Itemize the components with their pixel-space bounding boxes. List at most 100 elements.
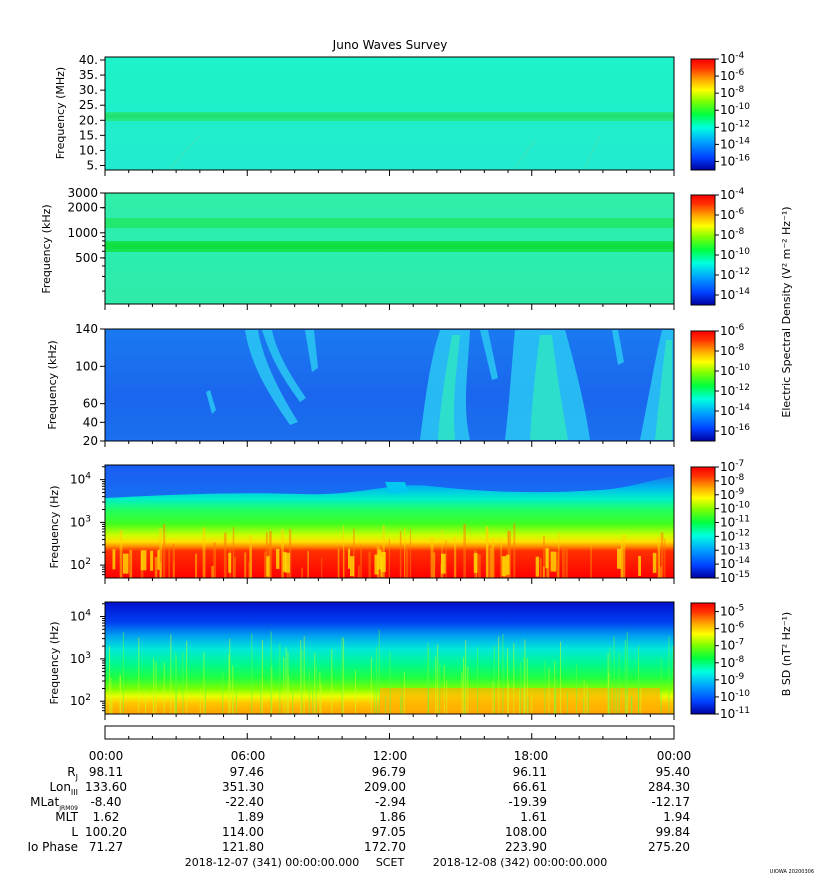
panel-5-spike — [586, 683, 588, 714]
ephemeris-value: 96.79 — [372, 765, 406, 779]
panel-4-ylabel: Frequency (Hz) — [48, 486, 61, 569]
panel-5-spike — [400, 696, 402, 714]
panel-4-ytick-label: 102 — [70, 557, 91, 572]
panel-4-spike — [388, 539, 390, 578]
panel-5-spike — [461, 671, 463, 714]
panel-5-spike — [341, 636, 343, 714]
panel-1-colorbar-label: 10-16 — [720, 153, 750, 168]
panel-4-spike — [540, 557, 542, 578]
ephemeris-value: 121.80 — [222, 840, 264, 854]
panel-4-dip — [550, 551, 557, 572]
panel-5-colorbar-ticks: 10-5 10-6 10-7 10-8 10-9 10-10 10-11 — [715, 604, 750, 721]
panel-4-spike — [493, 562, 495, 578]
panel-5-spike — [555, 678, 557, 714]
ephemeris-row-label: MLT — [55, 810, 78, 824]
panel-3-ytick-label: 140 — [75, 322, 98, 336]
panel-5-spike — [145, 689, 147, 714]
panel-5-spike — [566, 691, 568, 714]
panel-5-spike — [531, 694, 533, 714]
panel-4-colorbar-label: 10-15 — [720, 570, 750, 585]
panel-5-spike — [548, 667, 550, 714]
panel-1-ytick-label: 35. — [79, 68, 98, 82]
ephemeris-value: -22.40 — [225, 795, 264, 809]
panel-4-spike — [399, 530, 402, 578]
panel-5-colorbar-label: 10-11 — [720, 706, 750, 721]
time-tick-label: 00:00 — [657, 749, 692, 763]
panel-5-spike — [668, 636, 670, 714]
panel-5-spike — [527, 697, 529, 714]
panel-4-dip — [473, 552, 478, 573]
panel-3-ytick-label: 40 — [83, 415, 98, 429]
panel-5-spike — [119, 676, 121, 714]
panel-5-spike — [303, 636, 305, 714]
panel-4-y-axis: 102 103 104 — [70, 466, 675, 584]
time-tick-label: 12:00 — [373, 749, 408, 763]
panel-4-dip — [347, 548, 351, 569]
panel-5-spike — [560, 641, 562, 714]
panel-5-spike — [631, 695, 633, 714]
panel-1-ytick-label: 15. — [79, 128, 98, 142]
panel-1-ytick-label: 30. — [79, 83, 98, 97]
panel-4-colorbar — [690, 466, 716, 579]
panel-5-spike — [170, 634, 172, 714]
panel-4-dip — [140, 550, 147, 571]
panel-1-faint-burst — [514, 139, 536, 169]
panel-2-colorbar-label: 10-6 — [720, 207, 745, 222]
panel-4-spike — [657, 537, 661, 578]
panel-4-dip — [123, 553, 129, 574]
panel-1-ytick-label: 20. — [79, 113, 98, 127]
panel-5-spike — [427, 648, 429, 714]
panel-4-dip — [284, 552, 290, 573]
panel-4-spike — [486, 526, 489, 578]
panel-5-spike — [174, 698, 176, 714]
panel-5-spike — [618, 652, 620, 714]
panel-1-colorbar — [690, 58, 716, 171]
panel-5-spike — [403, 671, 405, 714]
panel-5-spike — [389, 651, 391, 714]
panel-4-spike — [441, 529, 443, 578]
panel-3-colorbar-ticks: 10-6 10-8 10-10 10-12 10-14 10-16 — [715, 323, 750, 438]
panel-5-spike — [464, 664, 466, 714]
ephemeris-value: 97.05 — [372, 825, 406, 839]
panel-4-dip — [441, 553, 446, 574]
panel-2-ylabel: Frequency (kHz) — [40, 204, 53, 293]
panel-5-spike — [526, 658, 528, 714]
panel-5-spike — [182, 651, 184, 714]
panel-4-spike — [307, 551, 309, 578]
panel-4-feature — [385, 482, 408, 494]
panel-5-spike — [507, 683, 509, 714]
panel-4-dip — [349, 556, 355, 577]
ephemeris-row-label: RJ — [67, 765, 78, 782]
panel-5-spike — [523, 657, 525, 714]
ephemeris-value: 284.30 — [648, 780, 690, 794]
panel-5-spike — [477, 646, 479, 714]
panel-4-spike — [281, 529, 284, 578]
panel-4-spike — [172, 543, 175, 578]
panel-3-core — [530, 335, 568, 440]
panel-5-spike — [583, 679, 585, 714]
panel-5-spike — [319, 672, 321, 714]
ephemeris-value: 351.30 — [222, 780, 264, 794]
ephemeris-value: -2.94 — [375, 795, 406, 809]
panel-2-ytick-label: 3000 — [67, 186, 98, 200]
panel-5-spike — [228, 654, 230, 714]
panel-4-colorbar-label: 10-12 — [720, 528, 750, 543]
panel-5-spike — [502, 634, 504, 714]
panel-5-spike — [660, 658, 662, 714]
electric-colorbar-title: Electric Spectral Density (V² m⁻² Hz⁻¹) — [780, 206, 793, 417]
panel-2-colorbar-label: 10-14 — [720, 287, 750, 302]
panel-4-spike — [491, 537, 495, 578]
panel-4-spike — [321, 558, 323, 578]
panel-3-ytick-label: 60 — [83, 397, 98, 411]
panel-4-spike — [288, 529, 292, 578]
panel-3-core — [655, 340, 672, 440]
panel-5-spike — [443, 664, 445, 714]
panel-4-spike — [368, 551, 371, 578]
panel-3-arc — [480, 330, 498, 380]
panel-4-dip — [112, 549, 116, 570]
panel-4-ytick-label: 103 — [70, 514, 91, 529]
panel-4-spike — [487, 546, 491, 578]
